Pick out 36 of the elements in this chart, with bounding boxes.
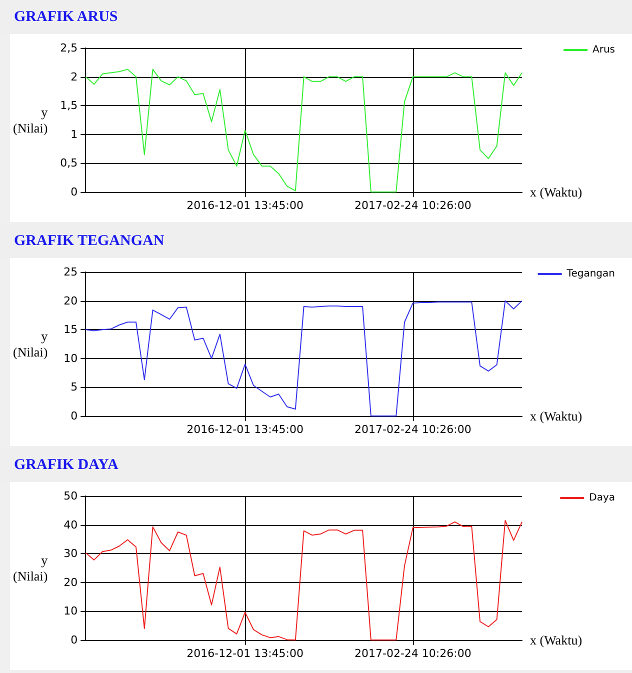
y-tick-label: 10 (64, 604, 78, 618)
x-tick-label: 2017-02-24 10:26:00 (354, 647, 472, 660)
y-tick-label: 10 (64, 352, 78, 365)
y-tick-label: 0 (70, 186, 78, 198)
y-tick-label: 30 (64, 547, 78, 560)
y-tick-label: 0 (70, 410, 78, 422)
y-axis-title: y (Nilai) (12, 104, 48, 136)
x-axis-title: x (Waktu) (530, 408, 582, 424)
x-tick-label: 2017-02-24 10:26:00 (354, 199, 472, 212)
legend-label: Daya (589, 492, 615, 504)
x-axis-title: x (Waktu) (530, 632, 582, 648)
y-tick-label: 25 (64, 266, 78, 278)
legend-label: Tegangan (566, 268, 616, 280)
y-tick-label: 15 (64, 323, 78, 336)
y-tick-label: 50 (64, 490, 78, 502)
y-tick-label: 0,5 (60, 156, 78, 170)
y-tick-label: 5 (70, 380, 78, 394)
y-tick-label: 2,5 (60, 42, 78, 54)
chart-title: GRAFIK TEGANGAN (0, 224, 632, 258)
chart-title: GRAFIK ARUS (0, 0, 632, 34)
y-axis-title: y (Nilai) (12, 328, 48, 360)
x-axis-title: x (Waktu) (530, 184, 582, 200)
x-tick-label: 2016-12-01 13:45:00 (186, 647, 304, 660)
y-tick-label: 20 (64, 576, 78, 589)
legend-label: Arus (592, 44, 615, 56)
y-tick-label: 2 (70, 70, 78, 84)
y-tick-label: 40 (64, 518, 78, 532)
x-tick-label: 2016-12-01 13:45:00 (186, 423, 304, 436)
y-tick-label: 1,5 (60, 99, 78, 112)
y-axis-title: y (Nilai) (12, 552, 48, 584)
y-tick-label: 20 (64, 294, 78, 308)
y-tick-label: 0 (70, 634, 78, 646)
x-tick-label: 2016-12-01 13:45:00 (186, 199, 304, 212)
x-tick-label: 2017-02-24 10:26:00 (354, 423, 472, 436)
y-tick-label: 1 (70, 128, 78, 141)
chart-title: GRAFIK DAYA (0, 448, 632, 482)
